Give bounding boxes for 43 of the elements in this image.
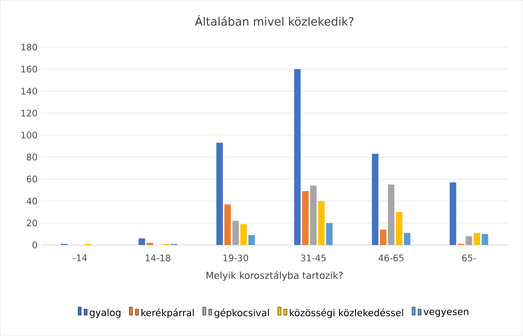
legend-label: kerékpárral bbox=[141, 308, 194, 318]
bar bbox=[224, 204, 231, 245]
bar bbox=[388, 184, 394, 245]
bar bbox=[302, 191, 309, 245]
legend-label: gyalog bbox=[90, 308, 120, 318]
x-axis-title: Melyik korosztályba tartozik? bbox=[206, 271, 343, 281]
bar bbox=[380, 230, 386, 245]
x-tick-label: 14-18 bbox=[146, 254, 170, 262]
y-tick-label: 60 bbox=[26, 176, 38, 182]
bar bbox=[396, 212, 402, 245]
bar bbox=[318, 200, 325, 245]
bar bbox=[240, 224, 247, 245]
bar bbox=[474, 232, 480, 245]
legend-label: gépkocsival bbox=[214, 308, 269, 318]
bar bbox=[466, 236, 472, 245]
bar bbox=[404, 232, 410, 245]
y-tick-label: 100 bbox=[21, 132, 38, 138]
x-tick-label: -14 bbox=[73, 254, 87, 262]
bar bbox=[310, 186, 317, 245]
x-tick-label: 46-65 bbox=[378, 254, 404, 262]
bar bbox=[138, 238, 146, 245]
y-tick-label: 0 bbox=[32, 242, 38, 248]
y-tick-label: 20 bbox=[26, 220, 38, 226]
y-tick-label: 180 bbox=[21, 44, 38, 50]
chart-title: Általában mivel közlekedik? bbox=[194, 14, 354, 26]
x-tick-label: 19-30 bbox=[224, 254, 248, 262]
bar bbox=[294, 69, 301, 245]
y-tick-label: 140 bbox=[21, 88, 38, 94]
legend-label: vegyesen bbox=[424, 310, 468, 317]
bar bbox=[326, 222, 333, 245]
y-tick-label: 120 bbox=[21, 110, 38, 116]
bar bbox=[248, 235, 255, 245]
y-tick-label: 160 bbox=[21, 66, 38, 72]
bar bbox=[482, 234, 488, 245]
legend-label: közösségi közlekedéssel bbox=[290, 308, 404, 318]
bar bbox=[216, 142, 223, 245]
y-tick-label: 80 bbox=[26, 154, 38, 160]
y-tick-label: 40 bbox=[26, 198, 38, 204]
bar bbox=[232, 220, 239, 245]
bar bbox=[450, 182, 456, 245]
bar bbox=[372, 154, 378, 245]
x-tick-label: 31-45 bbox=[301, 254, 326, 262]
x-tick-label: 65- bbox=[462, 254, 476, 262]
